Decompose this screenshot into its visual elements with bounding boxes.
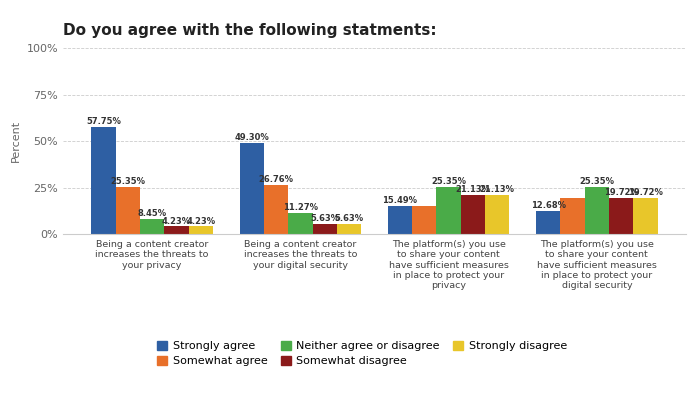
Text: 5.63%: 5.63% bbox=[310, 214, 340, 223]
Bar bbox=[140, 219, 164, 234]
Bar bbox=[189, 227, 213, 234]
Text: 8.45%: 8.45% bbox=[138, 209, 167, 218]
Bar bbox=[412, 206, 436, 234]
Text: 11.27%: 11.27% bbox=[283, 204, 318, 213]
Bar bbox=[560, 198, 584, 234]
Bar bbox=[536, 211, 560, 234]
Bar bbox=[313, 224, 337, 234]
Text: 12.68%: 12.68% bbox=[531, 201, 566, 210]
Y-axis label: Percent: Percent bbox=[11, 120, 21, 162]
Bar bbox=[388, 206, 412, 234]
Text: 26.76%: 26.76% bbox=[258, 175, 293, 184]
Text: 19.72%: 19.72% bbox=[628, 188, 663, 197]
Text: Do you agree with the following statments:: Do you agree with the following statment… bbox=[63, 23, 437, 38]
Bar bbox=[264, 185, 288, 234]
Bar bbox=[116, 187, 140, 234]
Text: 25.35%: 25.35% bbox=[111, 177, 146, 186]
Text: 21.13%: 21.13% bbox=[480, 185, 514, 194]
Text: 15.49%: 15.49% bbox=[382, 196, 417, 204]
Legend: Strongly agree, Somewhat agree, Neither agree or disagree, Somewhat disagree, St: Strongly agree, Somewhat agree, Neither … bbox=[153, 337, 571, 371]
Bar bbox=[436, 187, 461, 234]
Bar bbox=[288, 213, 313, 234]
Text: 4.23%: 4.23% bbox=[162, 217, 191, 225]
Text: 57.75%: 57.75% bbox=[86, 117, 121, 126]
Bar bbox=[91, 127, 116, 234]
Text: 21.13%: 21.13% bbox=[456, 185, 491, 194]
Bar bbox=[634, 198, 658, 234]
Bar bbox=[337, 224, 361, 234]
Bar bbox=[609, 198, 634, 234]
Text: 4.23%: 4.23% bbox=[186, 217, 216, 225]
Text: 25.35%: 25.35% bbox=[580, 177, 615, 186]
Text: 5.63%: 5.63% bbox=[335, 214, 363, 223]
Text: 25.35%: 25.35% bbox=[431, 177, 466, 186]
Text: 19.72%: 19.72% bbox=[603, 188, 638, 197]
Bar bbox=[239, 143, 264, 234]
Bar bbox=[584, 187, 609, 234]
Bar bbox=[461, 195, 485, 234]
Bar bbox=[164, 227, 189, 234]
Text: 49.30%: 49.30% bbox=[234, 133, 269, 142]
Bar bbox=[485, 195, 510, 234]
